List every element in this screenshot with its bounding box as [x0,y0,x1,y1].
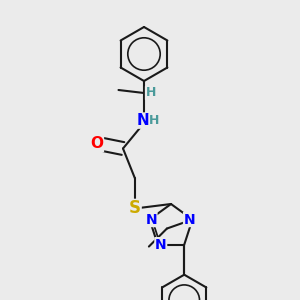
Text: N: N [155,238,166,252]
Text: H: H [149,114,160,127]
Text: H: H [146,86,156,100]
Text: N: N [184,212,195,226]
Text: O: O [90,136,104,152]
Text: N: N [145,212,157,226]
Text: N: N [136,113,149,128]
Text: S: S [129,200,141,217]
